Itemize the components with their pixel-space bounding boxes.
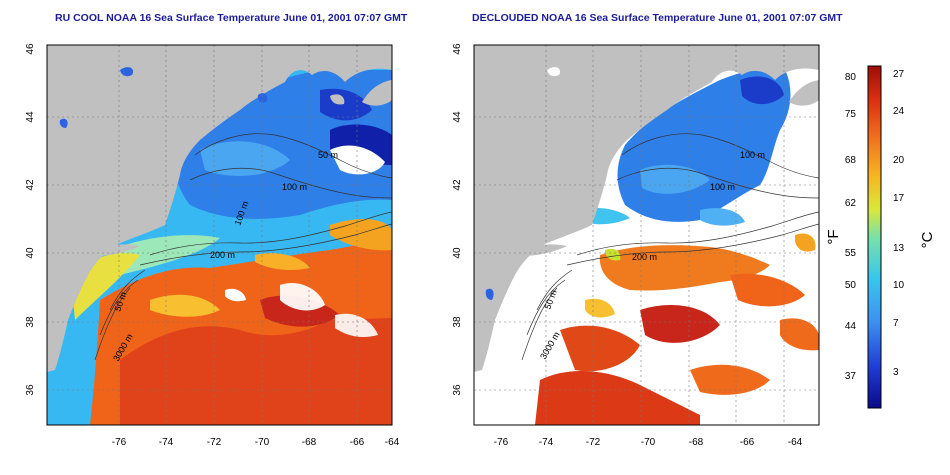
celsius-scale: 27 24 20 17 13 10 7 3 °C [893, 69, 936, 378]
y-tick-label: 38 [452, 316, 463, 328]
y-tick-label: 46 [452, 43, 463, 55]
map-frame-raw [46, 44, 393, 426]
y-tick-label: 40 [452, 247, 463, 259]
celsius-label: 7 [893, 318, 899, 329]
x-tick-label: -66 [740, 437, 755, 448]
x-tick-label: -72 [586, 437, 601, 448]
x-tick-label: -66 [350, 437, 365, 448]
y-tick-label: 44 [25, 111, 36, 123]
x-tick-label: -64 [385, 437, 400, 448]
x-tick-label: -76 [112, 437, 127, 448]
fahrenheit-label: 37 [845, 371, 857, 382]
y-tick-label: 42 [452, 179, 463, 191]
map-title-raw: RU COOL NOAA 16 Sea Surface Temperature … [55, 12, 408, 24]
colorbar: 80 75 68 62 55 50 44 37 °F 27 24 20 17 1… [825, 65, 936, 409]
y-tick-label: 46 [25, 43, 36, 55]
y-tick-label: 42 [25, 179, 36, 191]
fahrenheit-label: 50 [845, 280, 857, 291]
y-tick-label: 44 [452, 111, 463, 123]
contour-label: 200 m [632, 252, 657, 262]
y-tick-label: 36 [452, 384, 463, 396]
bathymetry-contours [94, 133, 392, 361]
x-axis-raw: -76 -74 -72 -70 -68 -66 -64 [112, 437, 400, 448]
celsius-label: 3 [893, 367, 899, 378]
y-axis-declouded: 46 44 42 40 38 36 [452, 43, 463, 396]
x-tick-label: -68 [302, 437, 317, 448]
x-tick-label: -70 [255, 437, 270, 448]
land [47, 45, 392, 372]
x-tick-label: -68 [689, 437, 704, 448]
fahrenheit-unit: °F [825, 229, 842, 244]
celsius-label: 20 [893, 155, 905, 166]
x-tick-label: -74 [539, 437, 554, 448]
celsius-label: 10 [893, 280, 905, 291]
celsius-unit: °C [919, 231, 936, 248]
x-axis-declouded: -76 -74 -72 -70 -68 -66 -64 [494, 437, 803, 448]
y-axis-raw: 46 44 42 40 38 36 [25, 43, 36, 396]
cloud [330, 145, 385, 175]
land-right [474, 45, 819, 372]
grid-lines [47, 45, 392, 425]
contour-label: 200 m [210, 250, 235, 260]
x-tick-label: -64 [788, 437, 803, 448]
map-title-declouded: DECLOUDED NOAA 16 Sea Surface Temperatur… [472, 12, 843, 24]
celsius-label: 27 [893, 69, 905, 80]
fahrenheit-label: 68 [845, 155, 857, 166]
celsius-label: 17 [893, 193, 905, 204]
colorbar-gradient [867, 65, 882, 409]
celsius-label: 13 [893, 243, 905, 254]
map-frame-declouded [473, 44, 820, 426]
y-tick-label: 36 [25, 384, 36, 396]
contour-label: 50 m [318, 150, 338, 160]
map-raw [47, 45, 392, 425]
contour-label: 100 m [710, 182, 735, 192]
x-tick-label: -76 [494, 437, 509, 448]
fahrenheit-label: 80 [845, 72, 857, 83]
y-tick-label: 40 [25, 247, 36, 259]
y-tick-label: 38 [25, 316, 36, 328]
fahrenheit-label: 44 [845, 321, 857, 332]
contour-label: 100 m [740, 150, 765, 160]
celsius-label: 24 [893, 106, 905, 117]
map-declouded [474, 45, 819, 425]
fahrenheit-label: 55 [845, 248, 857, 259]
contour-label: 100 m [282, 182, 307, 192]
fahrenheit-scale: 80 75 68 62 55 50 44 37 °F [825, 72, 856, 382]
fahrenheit-label: 62 [845, 198, 857, 209]
fahrenheit-label: 75 [845, 109, 857, 120]
x-tick-label: -74 [159, 437, 174, 448]
x-tick-label: -72 [207, 437, 222, 448]
x-tick-label: -70 [641, 437, 656, 448]
